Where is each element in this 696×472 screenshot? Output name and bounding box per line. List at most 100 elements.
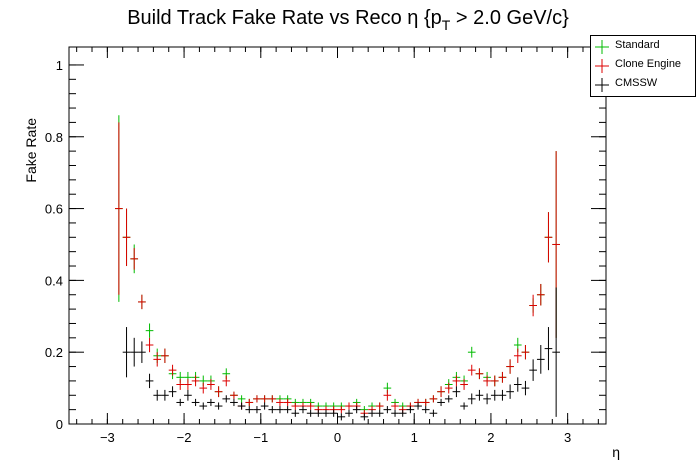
data-point bbox=[460, 402, 468, 410]
data-point bbox=[283, 398, 292, 407]
data-point bbox=[513, 348, 522, 363]
data-point bbox=[153, 389, 162, 401]
data-point bbox=[552, 287, 560, 417]
data-point bbox=[383, 389, 392, 401]
data-point bbox=[444, 382, 453, 394]
legend-item-clone-engine: Clone Engine bbox=[591, 57, 695, 75]
data-point bbox=[299, 406, 307, 414]
data-point bbox=[222, 375, 231, 387]
data-point bbox=[138, 294, 146, 310]
data-point bbox=[352, 406, 361, 414]
data-point bbox=[544, 212, 553, 263]
data-point bbox=[199, 382, 208, 394]
x-tick-label: 1 bbox=[411, 430, 418, 445]
data-point bbox=[513, 377, 522, 392]
legend-label-clone-engine: Clone Engine bbox=[615, 58, 682, 70]
data-point bbox=[375, 409, 384, 417]
data-marks bbox=[115, 115, 560, 421]
data-point bbox=[521, 380, 530, 396]
data-point bbox=[191, 375, 200, 387]
data-point bbox=[421, 406, 430, 414]
legend-item-cmssw: CMSSW bbox=[591, 76, 695, 94]
data-point bbox=[437, 398, 445, 407]
data-point bbox=[237, 395, 246, 403]
data-point bbox=[214, 402, 223, 410]
y-tick-label: 0.2 bbox=[45, 345, 63, 360]
data-point bbox=[444, 395, 453, 403]
data-point bbox=[483, 375, 491, 387]
data-point bbox=[536, 283, 545, 306]
data-point bbox=[268, 395, 277, 403]
data-point bbox=[391, 409, 399, 417]
data-point bbox=[230, 391, 238, 399]
data-point bbox=[145, 373, 154, 389]
data-point bbox=[475, 368, 484, 380]
y-axis-label: Fake Rate bbox=[23, 118, 39, 183]
data-point bbox=[475, 389, 484, 401]
data-point bbox=[184, 389, 192, 401]
data-point bbox=[153, 352, 162, 367]
data-point bbox=[536, 345, 545, 374]
data-point bbox=[207, 379, 215, 390]
data-point bbox=[490, 389, 499, 401]
data-point bbox=[306, 402, 315, 410]
data-point bbox=[506, 384, 514, 399]
axes: −3 −2 −1 0 1 2 3 0 0.2 0.4 0.6 0.8 1 bbox=[45, 47, 606, 445]
data-point bbox=[498, 389, 507, 401]
legend-item-standard: Standard bbox=[591, 38, 695, 56]
data-point bbox=[529, 294, 537, 317]
data-point bbox=[337, 406, 346, 414]
y-tick-label: 0.8 bbox=[45, 130, 63, 145]
data-point bbox=[276, 406, 284, 414]
standard-marker-icon bbox=[595, 40, 609, 54]
data-point bbox=[184, 379, 192, 390]
data-point bbox=[214, 386, 223, 398]
y-tick-label: 0.4 bbox=[45, 273, 63, 288]
data-point bbox=[429, 395, 438, 403]
data-point bbox=[483, 393, 491, 405]
data-point bbox=[161, 389, 169, 401]
x-tick-label: −3 bbox=[100, 430, 115, 445]
data-point bbox=[283, 406, 292, 414]
data-point bbox=[115, 122, 123, 295]
data-point bbox=[268, 406, 277, 414]
data-point bbox=[145, 323, 154, 338]
data-point bbox=[506, 359, 514, 374]
legend: Standard Clone Engine CMSSW bbox=[590, 35, 696, 97]
data-point bbox=[168, 364, 177, 376]
data-point bbox=[291, 409, 300, 417]
data-point bbox=[207, 398, 215, 407]
data-point bbox=[230, 398, 238, 407]
data-point bbox=[253, 395, 261, 403]
data-point bbox=[421, 398, 430, 407]
data-point bbox=[253, 406, 261, 414]
data-point bbox=[245, 398, 254, 407]
data-point bbox=[322, 409, 330, 417]
data-point bbox=[467, 393, 476, 405]
data-point bbox=[544, 327, 553, 371]
data-point bbox=[437, 386, 445, 398]
x-tick-label: 3 bbox=[564, 430, 571, 445]
x-tick-label: −1 bbox=[253, 430, 268, 445]
data-point bbox=[130, 248, 139, 270]
data-point bbox=[122, 208, 131, 267]
x-tick-label: 0 bbox=[334, 430, 341, 445]
data-point bbox=[452, 386, 461, 398]
data-point bbox=[237, 402, 246, 410]
data-point bbox=[168, 386, 177, 398]
data-point bbox=[498, 371, 507, 383]
data-point bbox=[467, 364, 476, 376]
series-standard bbox=[115, 115, 560, 414]
legend-label-cmssw: CMSSW bbox=[615, 77, 658, 89]
series-cmssw bbox=[122, 287, 560, 421]
data-point bbox=[375, 402, 384, 410]
data-point bbox=[199, 402, 208, 410]
x-axis-label: η bbox=[612, 444, 620, 460]
y-tick-label: 1 bbox=[56, 58, 63, 73]
data-point bbox=[460, 379, 468, 390]
data-point bbox=[391, 402, 399, 410]
data-point bbox=[260, 395, 269, 403]
data-point bbox=[360, 413, 369, 421]
data-point bbox=[138, 341, 146, 363]
